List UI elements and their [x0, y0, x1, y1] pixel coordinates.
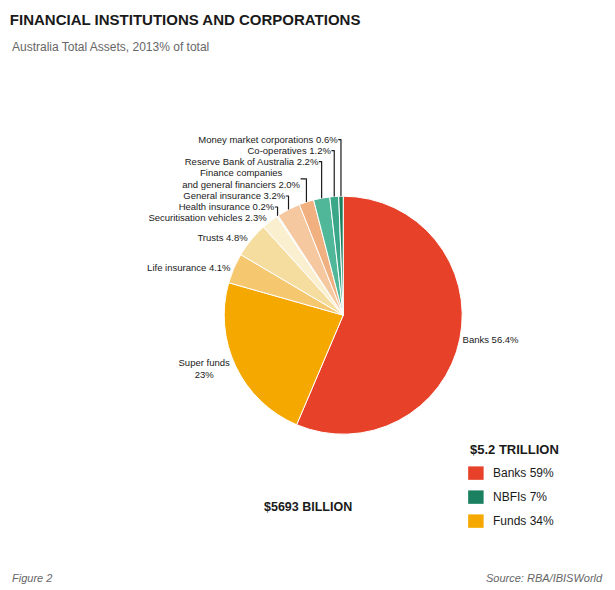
- svg-text:$5693 BILLION: $5693 BILLION: [264, 500, 352, 514]
- svg-text:Funds 34%: Funds 34%: [493, 514, 554, 528]
- svg-text:Co-operatives 1.2%: Co-operatives 1.2%: [248, 145, 332, 156]
- svg-text:Super funds23%: Super funds23%: [179, 357, 230, 380]
- svg-text:Securitisation vehicles 2.3%: Securitisation vehicles 2.3%: [148, 212, 267, 223]
- svg-text:Finance companiesand general f: Finance companiesand general financiers …: [182, 167, 300, 190]
- svg-text:Figure 2: Figure 2: [12, 572, 52, 584]
- svg-text:Banks 56.4%: Banks 56.4%: [463, 334, 520, 345]
- svg-text:NBFIs 7%: NBFIs 7%: [493, 490, 547, 504]
- svg-text:$5.2 TRILLION: $5.2 TRILLION: [470, 442, 559, 457]
- svg-text:General insurance 3.2%: General insurance 3.2%: [183, 190, 285, 201]
- svg-text:Source: RBA/IBISWorld: Source: RBA/IBISWorld: [486, 572, 603, 584]
- svg-text:Health insurance 0.2%: Health insurance 0.2%: [179, 201, 275, 212]
- svg-text:Australia Total Assets, 2013%: Australia Total Assets, 2013% of total: [12, 40, 209, 54]
- svg-text:Banks 59%: Banks 59%: [493, 466, 554, 480]
- svg-text:Life insurance 4.1%: Life insurance 4.1%: [147, 262, 231, 273]
- svg-text:Money market corporations 0.6%: Money market corporations 0.6%: [198, 134, 338, 145]
- svg-text:Reserve Bank of Australia 2.2%: Reserve Bank of Australia 2.2%: [185, 156, 319, 167]
- svg-text:Trusts 4.8%: Trusts 4.8%: [197, 232, 248, 243]
- svg-text:FINANCIAL INSTITUTIONS AND COR: FINANCIAL INSTITUTIONS AND CORPORATIONS: [10, 11, 361, 28]
